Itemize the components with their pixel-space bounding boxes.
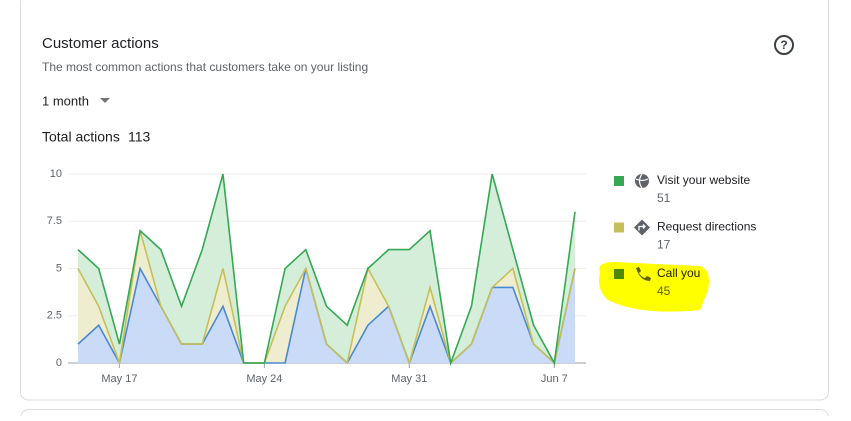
period-label[interactable]: 1 month <box>42 93 89 108</box>
line <box>77 230 576 367</box>
y-tick-label: 0 <box>56 357 62 369</box>
x-tick-label: May 24 <box>246 373 282 385</box>
help-icon[interactable] <box>774 35 794 55</box>
legend-total: 51 <box>657 191 671 205</box>
card-title: Customer actions <box>42 35 159 52</box>
y-tick-label: 5 <box>56 262 62 274</box>
directions-arrow <box>638 224 646 231</box>
help-glyph[interactable]: ? <box>780 38 787 52</box>
card-subtitle: The most common actions that customers t… <box>42 60 368 74</box>
directions-icon <box>634 219 650 236</box>
next-card <box>20 409 829 421</box>
globe-detail <box>635 173 649 189</box>
dropdown-arrow[interactable] <box>100 98 110 103</box>
help-button[interactable]: ? <box>774 35 794 55</box>
x-tick-label: Jun 7 <box>541 373 568 385</box>
total-value: 113 <box>128 129 151 145</box>
legend-total: 17 <box>657 238 671 252</box>
legend-label: Request directions <box>657 220 756 234</box>
y-tick-label: 2.5 <box>47 310 62 322</box>
line <box>77 173 576 367</box>
highlight <box>599 262 709 312</box>
total-label: Total actions <box>42 129 120 145</box>
x-tick-label: May 31 <box>391 373 427 385</box>
y-tick-label: 10 <box>50 168 62 180</box>
legend-label: Visit your website <box>657 173 750 187</box>
legend-swatch <box>614 222 624 233</box>
period-dropdown[interactable]: 1 month <box>42 93 110 108</box>
area <box>78 174 575 363</box>
y-tick-label: 7.5 <box>47 215 62 227</box>
x-tick-label: May 17 <box>101 373 137 385</box>
legend-swatch <box>614 176 624 186</box>
